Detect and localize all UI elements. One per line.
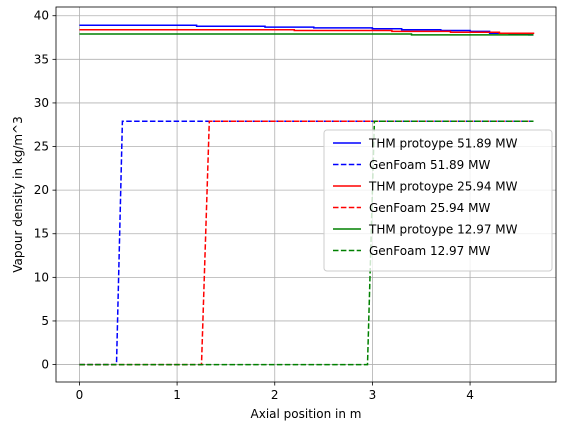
legend: THM protoype 51.89 MW GenFoam 51.89 MW THM… bbox=[323, 129, 553, 272]
y-tick-label: 0 bbox=[41, 358, 49, 372]
x-axis-label: Axial position in m bbox=[251, 407, 362, 421]
series-line-5 bbox=[79, 33, 534, 36]
legend-label-1: THM protoype 51.89 MW bbox=[368, 137, 518, 151]
y-tick-label: 20 bbox=[34, 183, 49, 197]
y-tick-label: 15 bbox=[34, 227, 49, 241]
legend-box bbox=[323, 129, 553, 272]
y-axis-label: Vapour density in kg/m^3 bbox=[11, 116, 25, 273]
x-tick-label: 1 bbox=[173, 388, 181, 402]
y-tick-label: 30 bbox=[34, 96, 49, 110]
x-tick-label: 2 bbox=[271, 388, 279, 402]
plot-frame bbox=[55, 6, 557, 383]
series-line-3 bbox=[79, 28, 535, 34]
legend-label-2: GenFoam 51.89 MW bbox=[369, 158, 490, 172]
legend-label-3: THM protoype 25.94 MW bbox=[368, 180, 518, 194]
legend-label-5: THM protoype 12.97 MW bbox=[368, 223, 518, 237]
y-tick-label: 40 bbox=[34, 9, 49, 23]
series-group bbox=[79, 24, 535, 366]
x-tick-label: 3 bbox=[369, 388, 377, 402]
x-tick-label: 0 bbox=[76, 388, 84, 402]
legend-label-6: GenFoam 12.97 MW bbox=[369, 244, 490, 258]
y-tick-label: 25 bbox=[34, 140, 49, 154]
legend-label-4: GenFoam 25.94 MW bbox=[369, 201, 490, 215]
x-tick-label: 4 bbox=[466, 388, 474, 402]
series-line-6 bbox=[79, 120, 534, 366]
y-tick-label: 35 bbox=[34, 52, 49, 66]
y-tick-label: 10 bbox=[34, 270, 49, 284]
y-tick-label: 5 bbox=[41, 314, 49, 328]
